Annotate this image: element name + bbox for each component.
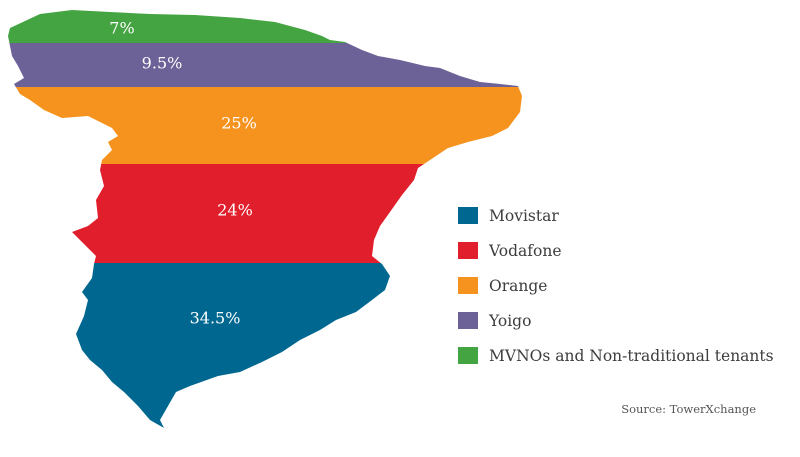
legend-swatch-yoigo [458, 312, 478, 329]
band-label-movistar: 34.5% [190, 309, 241, 328]
legend-item-orange: Orange [458, 268, 774, 303]
source-note: Source: TowerXchange [621, 402, 756, 416]
legend: Movistar Vodafone Orange Yoigo MVNOs and… [458, 198, 774, 373]
legend-label-mvnos: MVNOs and Non-traditional tenants [489, 346, 774, 365]
legend-label-orange: Orange [489, 276, 548, 295]
legend-item-yoigo: Yoigo [458, 303, 774, 338]
legend-label-vodafone: Vodafone [489, 241, 562, 260]
band-orange [8, 87, 522, 164]
legend-swatch-vodafone [458, 242, 478, 259]
band-label-yoigo: 9.5% [142, 54, 183, 73]
legend-item-mvnos: MVNOs and Non-traditional tenants [458, 338, 774, 373]
legend-label-yoigo: Yoigo [489, 311, 532, 330]
legend-label-movistar: Movistar [489, 206, 559, 225]
band-yoigo [8, 43, 522, 87]
band-mvnos [8, 10, 522, 43]
band-label-vodafone: 24% [217, 201, 253, 220]
legend-swatch-movistar [458, 207, 478, 224]
legend-swatch-mvnos [458, 347, 478, 364]
legend-swatch-orange [458, 277, 478, 294]
band-label-orange: 25% [221, 114, 257, 133]
legend-item-movistar: Movistar [458, 198, 774, 233]
legend-item-vodafone: Vodafone [458, 233, 774, 268]
band-label-mvnos: 7% [109, 19, 134, 38]
